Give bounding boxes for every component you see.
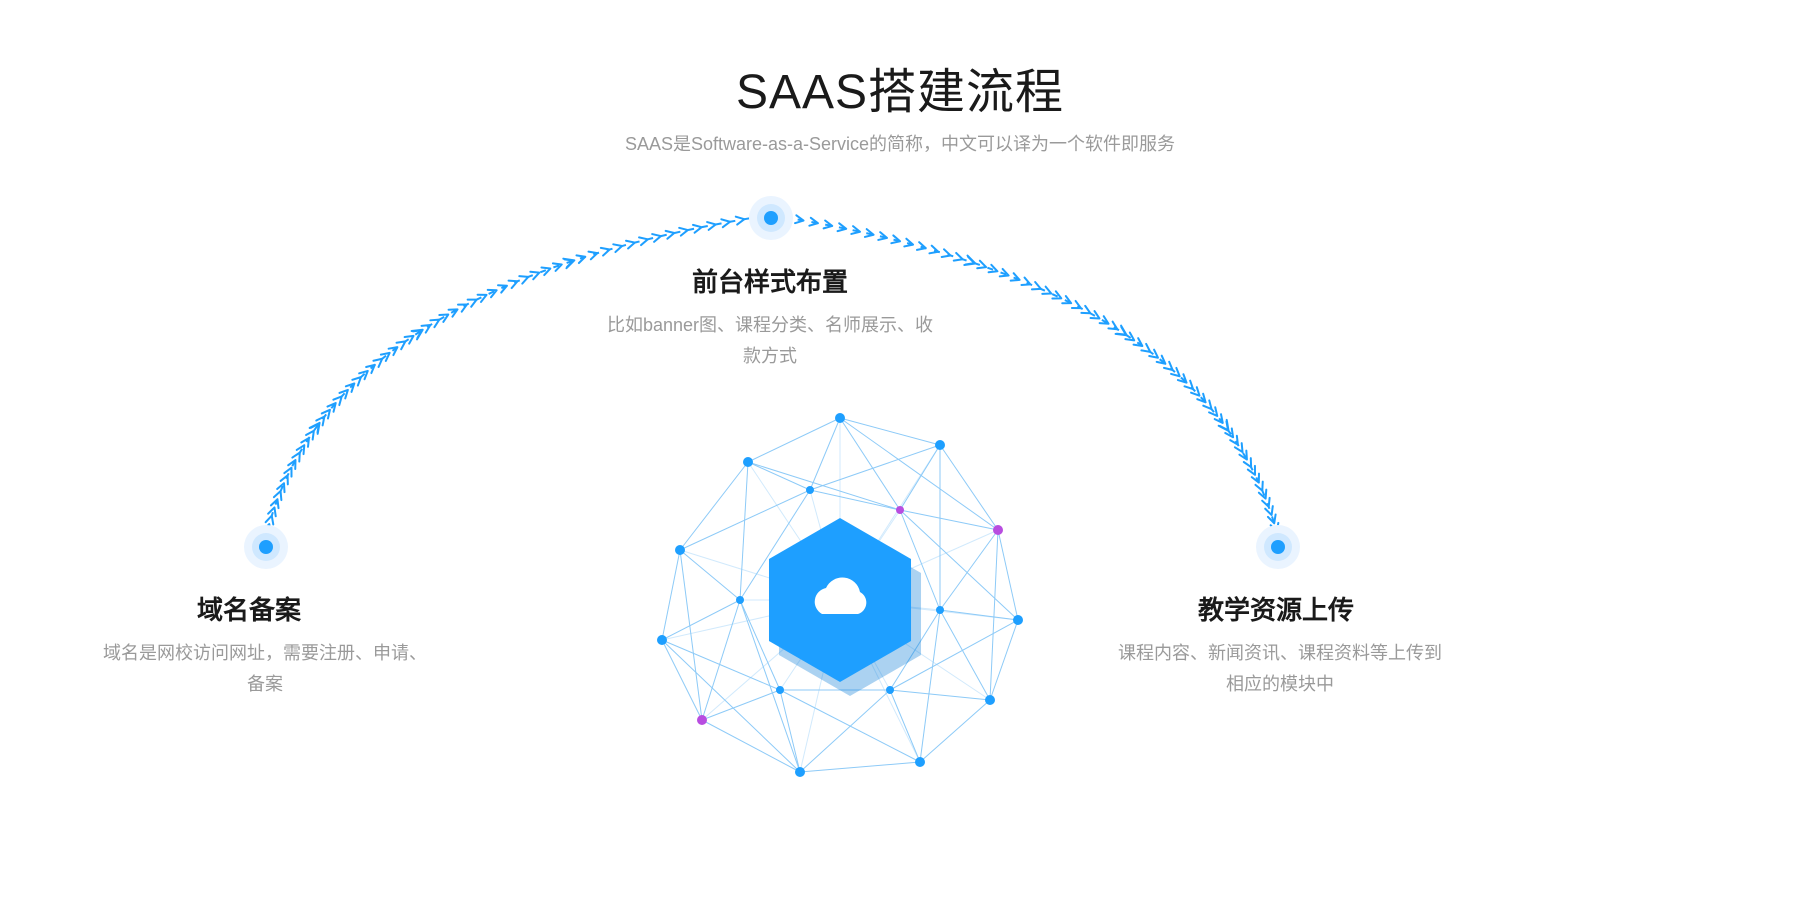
step-desc-frontend: 比如banner图、课程分类、名师展示、收款方式 [600, 310, 940, 371]
page-title: SAAS搭建流程 [736, 52, 1064, 122]
network-illustration [640, 400, 1040, 800]
step-title-upload: 教学资源上传 [1198, 590, 1354, 627]
step-title-frontend: 前台样式布置 [692, 262, 848, 299]
step-title-domain: 域名备案 [197, 590, 301, 627]
step-desc-upload: 课程内容、新闻资讯、课程资料等上传到相应的模块中 [1110, 638, 1450, 699]
step-marker-domain [244, 525, 288, 569]
step-marker-frontend [749, 196, 793, 240]
page-subtitle: SAAS是Software-as-a-Service的简称，中文可以译为一个软件… [625, 130, 1175, 156]
step-marker-upload [1256, 525, 1300, 569]
step-desc-domain: 域名是网校访问网址，需要注册、申请、备案 [95, 638, 435, 699]
